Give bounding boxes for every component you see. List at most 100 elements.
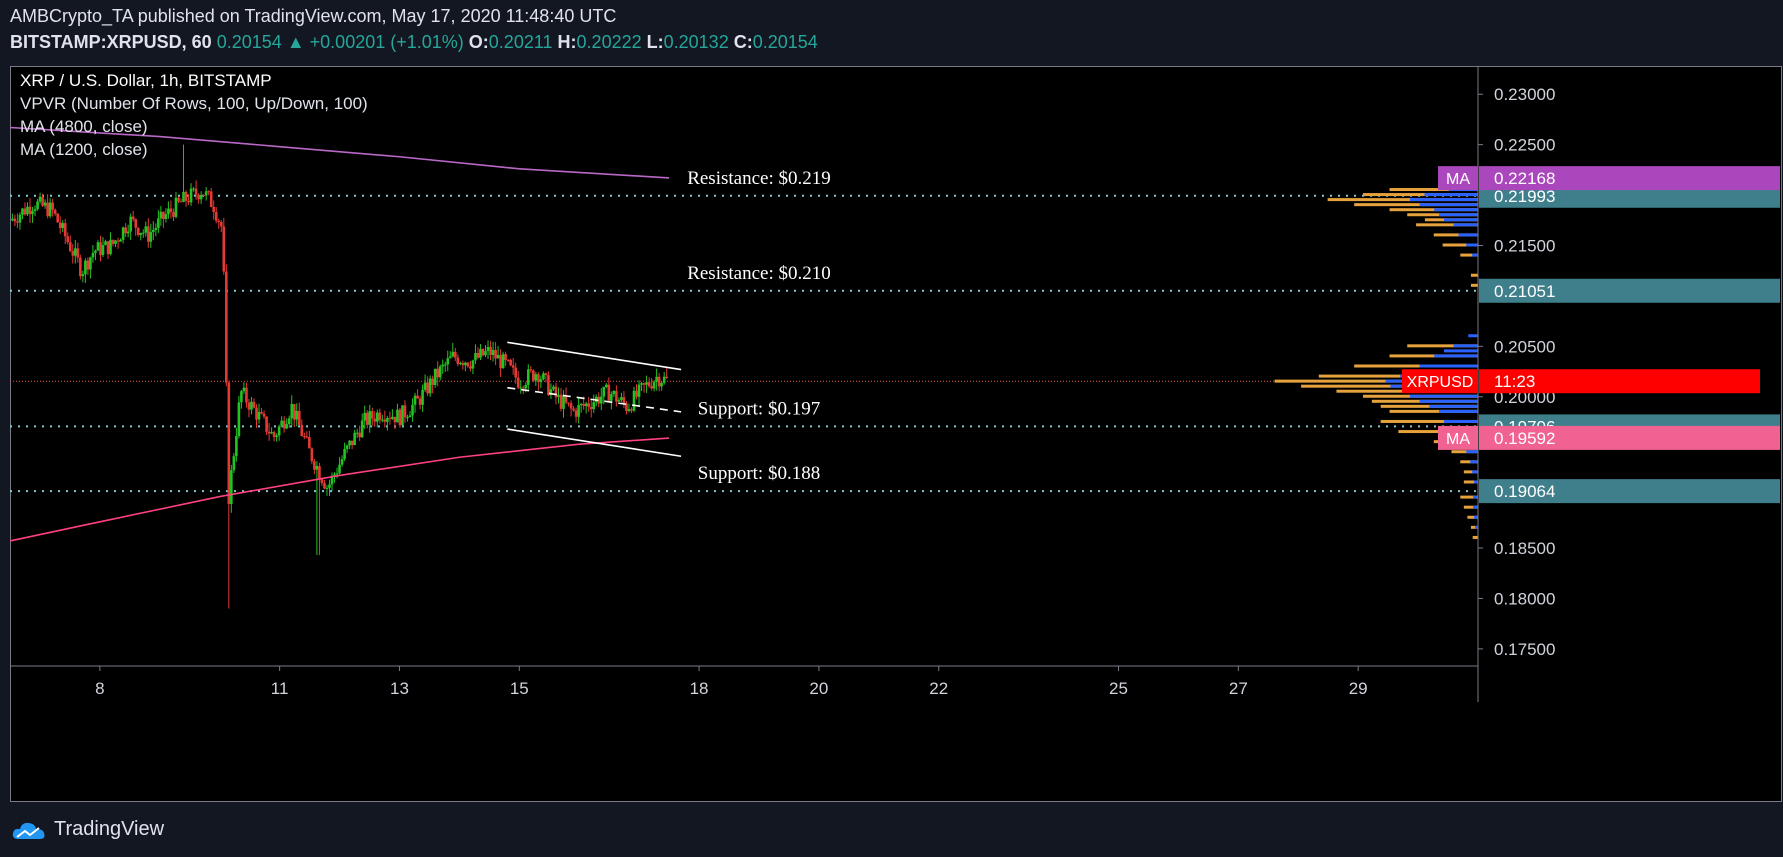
vpvr-up-bar [1473, 505, 1478, 509]
candle-body [486, 346, 490, 352]
candle-body [219, 222, 223, 227]
candle-body [182, 191, 185, 202]
candle-body [290, 404, 294, 419]
candle-body [33, 209, 37, 212]
candle-body [146, 226, 150, 242]
vpvr-up-bar [1419, 399, 1478, 403]
candle-body [383, 419, 387, 422]
candle-body [46, 202, 49, 217]
vpvr-up-bar [1473, 495, 1478, 499]
candle-body [534, 374, 538, 381]
candle-body [496, 355, 500, 359]
vpvr-down-bar [1407, 344, 1478, 348]
candle-body [605, 384, 608, 387]
price-tag-value-bg [1479, 425, 1780, 450]
vpvr-down-bar [1301, 384, 1478, 388]
vpvr-up-bar [1458, 233, 1478, 237]
legend-item-2: MA (4800, close) [20, 117, 148, 136]
candle-body [620, 397, 623, 401]
candle-body [386, 418, 389, 422]
vpvr-up-bar [1453, 223, 1478, 227]
price-tag-value-bg [1479, 369, 1760, 394]
candle-body [136, 227, 140, 235]
candle-body [652, 381, 656, 389]
candle-body [388, 418, 392, 420]
candle-body [456, 357, 460, 365]
candle-body [209, 191, 213, 208]
candle-body [36, 201, 39, 210]
candle-body [169, 208, 173, 212]
candle-body [454, 351, 457, 358]
candle-body [441, 364, 445, 367]
vpvr-up-bar [1466, 243, 1478, 247]
ma-4800-line [9, 126, 670, 179]
candle-body [310, 448, 314, 462]
candle-body [199, 194, 203, 200]
candle-body [43, 202, 47, 206]
candle-body [179, 201, 183, 203]
candle-body [320, 478, 324, 483]
candle-body [41, 196, 44, 206]
candle-body [212, 207, 216, 212]
candle-body [308, 437, 311, 449]
candle-body [630, 409, 633, 411]
candle-body [625, 403, 628, 412]
candle-body [345, 445, 349, 450]
candle-body [232, 456, 236, 471]
candle-body [484, 351, 487, 356]
price-tag-prefix: XRPUSD [1407, 374, 1474, 391]
vpvr-up-bar [1439, 213, 1478, 217]
candle-body [516, 377, 520, 388]
candle-body [343, 449, 346, 460]
open-label: O: [468, 32, 489, 52]
candle-body [599, 396, 603, 404]
candle-body [358, 432, 361, 438]
legend-item-3: MA (1200, close) [20, 140, 148, 159]
candle-body [501, 354, 505, 369]
candle-body [592, 402, 596, 410]
candle-body [295, 410, 299, 420]
candle-body [66, 236, 70, 243]
high-value: 0.20222 [576, 32, 642, 52]
close-value: 0.20154 [752, 32, 818, 52]
price-change: +0.00201 (+1.01%) [309, 32, 464, 52]
candle-body [524, 384, 528, 389]
vpvr-up-bar [1439, 409, 1478, 413]
vpvr-down-bar [1460, 495, 1478, 499]
candle-body [71, 251, 75, 256]
candle-body [144, 226, 148, 233]
vpvr-down-bar [1389, 354, 1478, 358]
candle-body [421, 389, 424, 405]
candle-body [338, 464, 341, 474]
candle-body [121, 227, 125, 240]
candle-body [162, 211, 165, 220]
price-tick-label: 0.23000 [1494, 85, 1555, 104]
time-tick-label: 8 [95, 679, 104, 698]
tradingview-logo[interactable]: TradingView [12, 818, 164, 841]
candle-body [461, 363, 465, 366]
candle-body [247, 402, 251, 410]
candle-body [280, 420, 283, 427]
vpvr-down-bar [1472, 535, 1478, 539]
candle-body [106, 241, 110, 255]
candle-body [494, 349, 497, 359]
vpvr-up-bar [1468, 334, 1478, 338]
candle-body [134, 219, 138, 228]
candle-body [562, 395, 565, 409]
candle-body [68, 242, 72, 252]
candle-body [499, 355, 502, 369]
candle-body [438, 366, 442, 378]
candle-body [116, 240, 120, 242]
vpvr-down-bar [1380, 419, 1478, 423]
price-tag-prefix: MA [1446, 431, 1470, 448]
vpvr-up-bar [1424, 193, 1478, 197]
candle-body [423, 382, 427, 390]
vpvr-down-bar [1363, 193, 1478, 197]
candle-body [164, 214, 168, 220]
candle-body [393, 416, 397, 423]
candle-body [537, 374, 540, 383]
candle-body [567, 402, 570, 404]
candle-body [38, 196, 42, 202]
candle-body [28, 206, 32, 215]
